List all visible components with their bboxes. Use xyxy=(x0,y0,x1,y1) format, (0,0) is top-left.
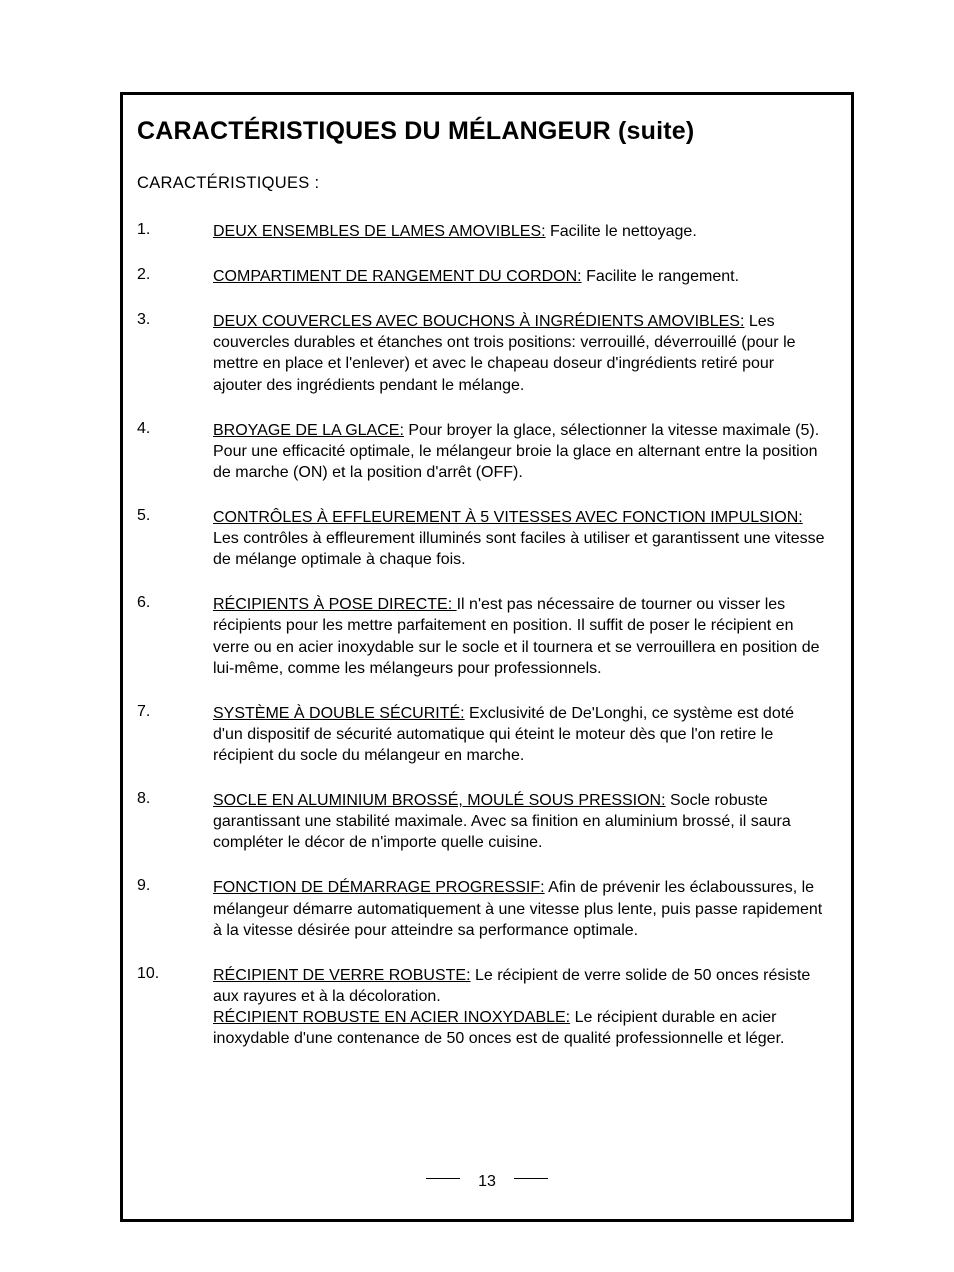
content-frame: CARACTÉRISTIQUES DU MÉLANGEUR (suite) CA… xyxy=(120,92,854,1222)
item-body: DEUX ENSEMBLES DE LAMES AMOVIBLES: Facil… xyxy=(213,221,825,242)
section-subtitle: CARACTÉRISTIQUES : xyxy=(137,174,825,193)
list-item: 3. DEUX COUVERCLES AVEC BOUCHONS À INGRÉ… xyxy=(137,311,825,395)
item-body: SOCLE EN ALUMINIUM BROSSÉ, MOULÉ SOUS PR… xyxy=(213,790,825,853)
item-lead: DEUX COUVERCLES AVEC BOUCHONS À INGRÉDIE… xyxy=(213,313,744,330)
item-body: COMPARTIMENT DE RANGEMENT DU CORDON: Fac… xyxy=(213,266,825,287)
item-number: 10. xyxy=(137,965,213,1049)
item-number: 8. xyxy=(137,790,213,853)
item-number: 9. xyxy=(137,877,213,940)
item-body: SYSTÈME À DOUBLE SÉCURITÉ: Exclusivité d… xyxy=(213,703,825,766)
list-item: 1. DEUX ENSEMBLES DE LAMES AMOVIBLES: Fa… xyxy=(137,221,825,242)
page-footer: 13 xyxy=(123,1173,851,1191)
page-number: 13 xyxy=(478,1173,496,1190)
item-lead: SYSTÈME À DOUBLE SÉCURITÉ: xyxy=(213,705,465,722)
item-lead: FONCTION DE DÉMARRAGE PROGRESSIF: xyxy=(213,879,545,896)
item-body: RÉCIPIENT DE VERRE ROBUSTE: Le récipient… xyxy=(213,965,825,1049)
item-body: FONCTION DE DÉMARRAGE PROGRESSIF: Afin d… xyxy=(213,877,825,940)
item-number: 6. xyxy=(137,594,213,678)
item-lead: BROYAGE DE LA GLACE: xyxy=(213,422,404,439)
item-number: 7. xyxy=(137,703,213,766)
item-rest: Facilite le nettoyage. xyxy=(546,223,697,240)
item-lead: RÉCIPIENTS À POSE DIRECTE: xyxy=(213,596,457,613)
item-lead: CONTRÔLES À EFFLEUREMENT À 5 VITESSES AV… xyxy=(213,509,803,526)
item-lead: COMPARTIMENT DE RANGEMENT DU CORDON: xyxy=(213,268,582,285)
item-body: DEUX COUVERCLES AVEC BOUCHONS À INGRÉDIE… xyxy=(213,311,825,395)
list-item: 10. RÉCIPIENT DE VERRE ROBUSTE: Le récip… xyxy=(137,965,825,1049)
item-lead-2: RÉCIPIENT ROBUSTE EN ACIER INOXYDABLE: xyxy=(213,1009,570,1026)
item-lead: RÉCIPIENT DE VERRE ROBUSTE: xyxy=(213,967,471,984)
list-item: 4. BROYAGE DE LA GLACE: Pour broyer la g… xyxy=(137,420,825,483)
list-item: 8. SOCLE EN ALUMINIUM BROSSÉ, MOULÉ SOUS… xyxy=(137,790,825,853)
item-lead: DEUX ENSEMBLES DE LAMES AMOVIBLES: xyxy=(213,223,546,240)
list-item: 6. RÉCIPIENTS À POSE DIRECTE: Il n'est p… xyxy=(137,594,825,678)
item-rest: Les contrôles à effleurement illuminés s… xyxy=(213,530,825,568)
list-item: 2. COMPARTIMENT DE RANGEMENT DU CORDON: … xyxy=(137,266,825,287)
footer-dash-right xyxy=(514,1178,548,1179)
footer-dash-left xyxy=(426,1178,460,1179)
list-item: 9. FONCTION DE DÉMARRAGE PROGRESSIF: Afi… xyxy=(137,877,825,940)
item-number: 2. xyxy=(137,266,213,287)
feature-list: 1. DEUX ENSEMBLES DE LAMES AMOVIBLES: Fa… xyxy=(137,221,825,1049)
item-rest: Facilite le rangement. xyxy=(582,268,739,285)
page-title: CARACTÉRISTIQUES DU MÉLANGEUR (suite) xyxy=(137,117,825,146)
list-item: 5. CONTRÔLES À EFFLEUREMENT À 5 VITESSES… xyxy=(137,507,825,570)
item-number: 5. xyxy=(137,507,213,570)
item-body: RÉCIPIENTS À POSE DIRECTE: Il n'est pas … xyxy=(213,594,825,678)
list-item: 7. SYSTÈME À DOUBLE SÉCURITÉ: Exclusivit… xyxy=(137,703,825,766)
item-number: 1. xyxy=(137,221,213,242)
item-body: CONTRÔLES À EFFLEUREMENT À 5 VITESSES AV… xyxy=(213,507,825,570)
document-page: CARACTÉRISTIQUES DU MÉLANGEUR (suite) CA… xyxy=(0,0,954,1272)
item-body: BROYAGE DE LA GLACE: Pour broyer la glac… xyxy=(213,420,825,483)
item-lead: SOCLE EN ALUMINIUM BROSSÉ, MOULÉ SOUS PR… xyxy=(213,792,666,809)
item-number: 3. xyxy=(137,311,213,395)
item-number: 4. xyxy=(137,420,213,483)
